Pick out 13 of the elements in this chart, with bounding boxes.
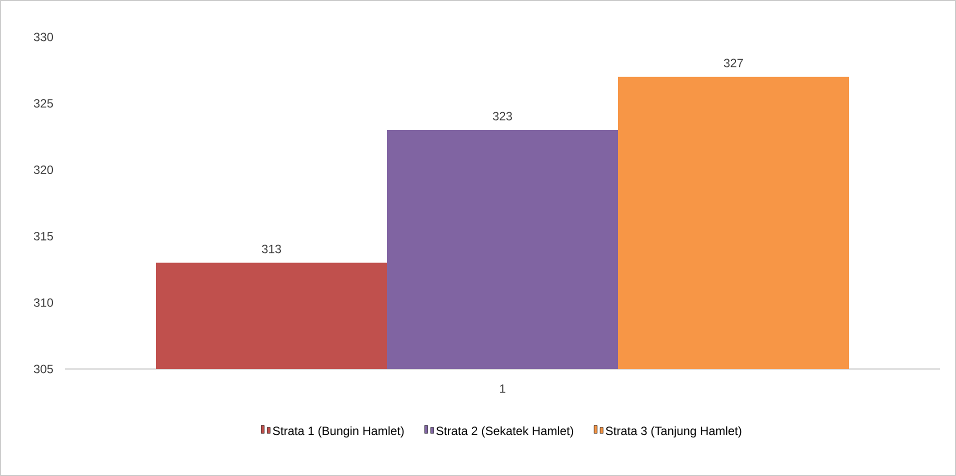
- y-tick-label: 330: [34, 32, 54, 42]
- data-label: 327: [724, 58, 743, 68]
- legend-label: Strata 2 (Sekatek Hamlet): [436, 426, 574, 438]
- y-tick-label: 320: [34, 166, 54, 174]
- legend-label: Strata 3 (Tanjung Hamlet): [606, 426, 742, 438]
- legend-label: Strata 1 (Bungin Hamlet): [272, 426, 404, 438]
- data-label: 313: [262, 244, 281, 254]
- y-tick-label: 325: [34, 99, 53, 108]
- y-tick-label: 315: [34, 232, 53, 240]
- x-tick-label: 1: [500, 384, 506, 393]
- data-label: 323: [492, 112, 512, 120]
- y-tick-label: 305: [34, 364, 53, 374]
- y-tick-label: 310: [34, 298, 54, 307]
